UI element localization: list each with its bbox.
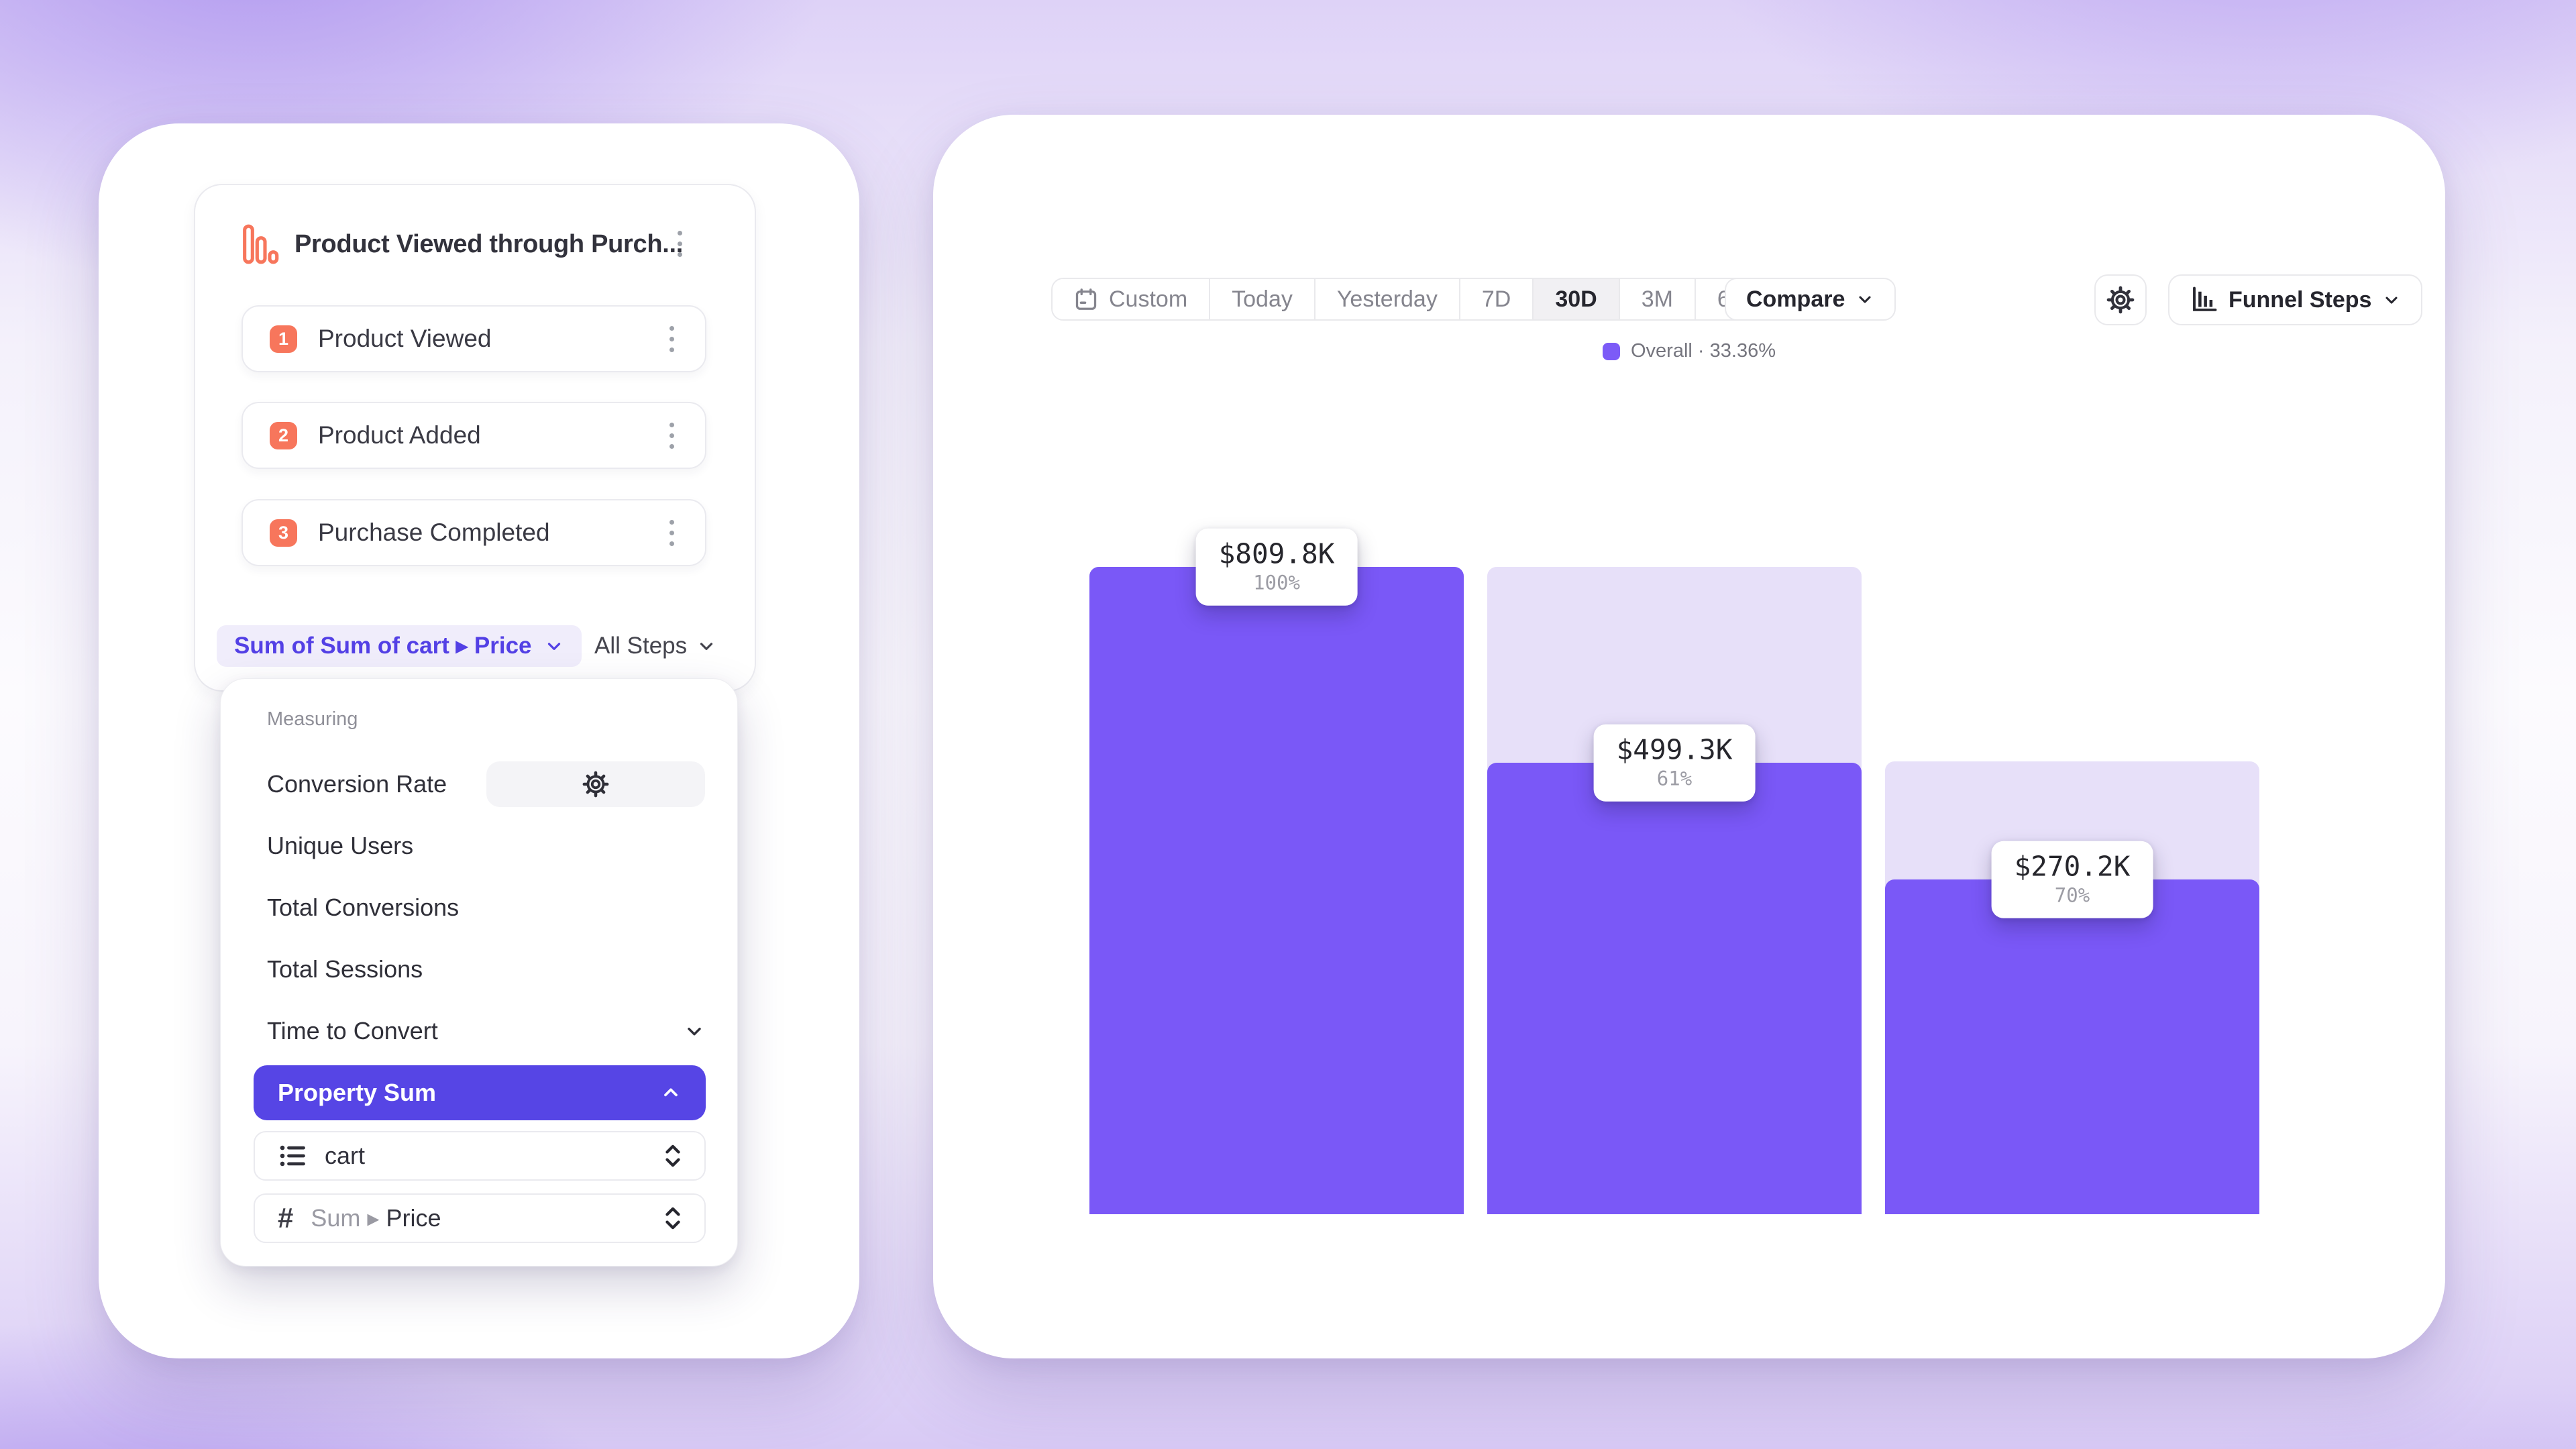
range-7d[interactable]: 7D (1460, 279, 1534, 319)
measurement-pill[interactable]: Sum of Sum of cart ▸ Price (217, 625, 582, 667)
step-menu-button[interactable] (655, 513, 688, 553)
kebab-icon (677, 230, 682, 235)
query-builder-panel: Product Viewed through Purch... 1 Produc… (99, 123, 859, 1358)
step-menu-button[interactable] (655, 415, 688, 455)
funnel-step-2[interactable]: 2 Product Added (241, 402, 706, 469)
funnel-step-1[interactable]: 1 Product Viewed (241, 305, 706, 372)
funnel-step-3[interactable]: 3 Purchase Completed (241, 499, 706, 566)
gear-icon (2106, 286, 2135, 314)
bar-value-tooltip: $809.8K 100% (1195, 528, 1358, 606)
step-label: Purchase Completed (318, 519, 550, 546)
number-property-icon: # (278, 1202, 294, 1234)
property-select[interactable]: cart (254, 1131, 706, 1181)
bar-value-tooltip: $270.2K 70% (1991, 841, 2153, 918)
funnel-chart-icon (243, 224, 279, 264)
step-number-badge: 3 (270, 519, 297, 547)
chevron-down-icon (688, 1027, 701, 1036)
bar-value: $809.8K (1218, 537, 1335, 570)
steps-scope-label: All Steps (594, 633, 688, 659)
measuring-section-label: Measuring (267, 708, 358, 730)
range-yesterday[interactable]: Yesterday (1315, 279, 1460, 319)
steps-scope-dropdown[interactable]: All Steps (594, 625, 716, 667)
chevron-down-icon (547, 643, 560, 650)
aggregation-select[interactable]: # Sum ▸ Price (254, 1193, 706, 1243)
bar-value-tooltip: $499.3K 61% (1593, 724, 1756, 802)
measurement-pill-label: Sum of Sum of cart ▸ Price (234, 633, 532, 659)
bar-percent: 70% (2054, 883, 2090, 907)
measuring-dropdown-menu: Measuring Conversion Rate (220, 678, 738, 1267)
chevron-down-icon (2385, 297, 2398, 304)
funnel-card-menu-button[interactable] (663, 220, 696, 267)
funnel-card-header: Product Viewed through Purch... (241, 219, 711, 270)
funnel-definition-card: Product Viewed through Purch... 1 Produc… (194, 184, 756, 692)
bar-fill (1089, 567, 1464, 1214)
range-30d-selected[interactable]: 30D (1534, 279, 1620, 319)
range-today[interactable]: Today (1210, 279, 1316, 319)
bar-value: $499.3K (1616, 733, 1733, 766)
bar-percent: 61% (1656, 767, 1693, 790)
step-label: Product Added (318, 421, 481, 449)
conversion-rate-settings-button[interactable] (486, 761, 705, 807)
list-icon (280, 1145, 305, 1167)
legend-label: Overall · 33.36% (1631, 340, 1776, 362)
view-selector-funnel-steps[interactable]: Funnel Steps (2168, 274, 2423, 325)
chevron-down-icon (700, 643, 713, 650)
step-menu-button[interactable] (655, 319, 688, 359)
menu-item-unique-users[interactable]: Unique Users (221, 815, 737, 877)
funnel-title: Product Viewed through Purch... (294, 229, 684, 258)
chart-settings-button[interactable] (2094, 274, 2147, 325)
chart-legend: Overall · 33.36% (933, 340, 2445, 362)
calendar-icon (1075, 288, 1097, 310)
legend-swatch (1603, 342, 1620, 360)
funnel-chart: $809.8K 100% $499.3K 61% $270.2K 70% (1089, 528, 2262, 1214)
bar-value: $270.2K (2014, 850, 2131, 883)
bar-percent: 100% (1253, 571, 1300, 594)
menu-item-conversion-rate[interactable]: Conversion Rate (221, 753, 737, 815)
up-down-chevrons-icon (665, 1207, 680, 1230)
menu-item-total-sessions[interactable]: Total Sessions (221, 938, 737, 1000)
menu-item-total-conversions[interactable]: Total Conversions (221, 877, 737, 938)
step-label: Product Viewed (318, 325, 492, 352)
range-3m[interactable]: 3M (1619, 279, 1696, 319)
funnel-bar-purchase-completed[interactable]: $270.2K 70% (1885, 567, 2259, 1214)
funnel-bar-product-viewed[interactable]: $809.8K 100% (1089, 528, 1464, 1214)
aggregation-select-value: Sum ▸ Price (311, 1204, 441, 1232)
chevron-down-icon (1859, 296, 1871, 303)
range-custom[interactable]: Custom (1053, 279, 1211, 319)
funnel-bar-product-added[interactable]: $499.3K 61% (1487, 567, 1862, 1214)
bar-chart-axis-icon (2193, 286, 2217, 311)
gear-icon (582, 771, 609, 798)
bar-fill (1885, 879, 2259, 1214)
step-number-badge: 2 (270, 421, 297, 449)
menu-item-time-to-convert[interactable]: Time to Convert (221, 1000, 737, 1062)
menu-item-property-sum-selected[interactable]: Property Sum (254, 1065, 706, 1120)
compare-button[interactable]: Compare (1725, 278, 1896, 321)
bar-fill (1487, 763, 1862, 1214)
report-panel: Custom Today Yesterday 7D 30D 3M 6M 12M … (933, 115, 2445, 1358)
step-number-badge: 1 (270, 325, 297, 353)
up-down-chevrons-icon (665, 1144, 680, 1167)
property-select-value: cart (325, 1142, 366, 1169)
chevron-up-icon (664, 1088, 678, 1097)
